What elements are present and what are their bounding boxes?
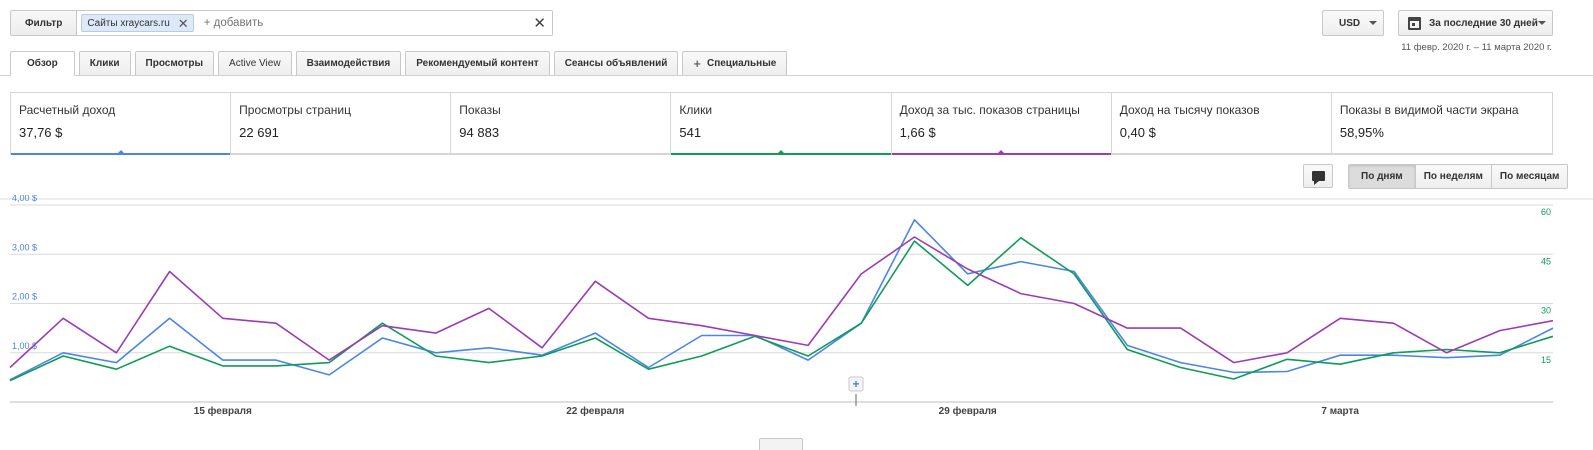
scorecard-value: 1,66 $	[899, 125, 936, 140]
scorecard-label: Клики	[679, 103, 713, 117]
annotation-marker[interactable]	[848, 376, 864, 392]
chevron-down-icon	[1369, 21, 1377, 25]
scorecard-series-line	[671, 150, 891, 155]
x-tick-label: 15 февраля	[194, 405, 252, 417]
clear-filter-icon[interactable]: ✕	[533, 15, 546, 32]
tab-recommended-content[interactable]: Рекомендуемый контент	[405, 51, 550, 75]
filter-button[interactable]: Фильтр	[11, 11, 78, 35]
scorecard-value: 0,40 $	[1119, 125, 1156, 140]
tab-interactions[interactable]: Взаимодействия	[295, 51, 402, 75]
filter-chip-label: Сайты xraycars.ru	[87, 17, 170, 29]
scorecard-label: Просмотры страниц	[239, 103, 351, 117]
tab-views[interactable]: Просмотры	[134, 51, 215, 75]
tab-ad-sessions[interactable]: Сеансы объявлений	[553, 51, 679, 75]
scorecard-clicks[interactable]: Клики 541	[671, 93, 892, 155]
y-right-tick-label: 30	[1541, 306, 1551, 316]
filter-chip-site[interactable]: Сайты xraycars.ru ✕	[81, 14, 194, 32]
x-tick-label: 29 февраля	[939, 405, 997, 417]
scorecard-notch	[776, 150, 785, 154]
y-right-tick-label: 45	[1541, 256, 1551, 266]
chevron-down-icon	[1538, 21, 1546, 25]
scorecard-series-line	[11, 150, 231, 155]
scorecard-page-rpm[interactable]: Доход за тыс. показов страницы 1,66 $	[891, 93, 1112, 155]
x-tick-label: 7 марта	[1321, 406, 1359, 417]
y-left-tick-label: 1,00 $	[12, 341, 37, 351]
scorecard-estimated-earnings[interactable]: Расчетный доход 37,76 $	[11, 93, 232, 155]
plus-icon: +	[852, 377, 859, 391]
series-line-1	[9, 236, 1554, 382]
scorecard-series-line	[891, 150, 1111, 155]
panel-expand-handle[interactable]	[759, 438, 803, 450]
x-tick-label: 22 февраля	[566, 405, 624, 417]
granularity-monthly-button[interactable]: По месяцам	[1491, 165, 1568, 188]
date-range-label: За последние 30 дней	[1429, 17, 1538, 29]
tab-custom-label: Специальные	[706, 58, 777, 69]
scorecard-value: 58,95%	[1339, 125, 1384, 140]
granularity-daily-button[interactable]: По дням	[1349, 165, 1416, 188]
y-right-tick-label: 60	[1541, 207, 1551, 217]
scorecard-impression-rpm[interactable]: Доход на тысячу показов 0,40 $	[1111, 93, 1332, 154]
scorecard-label: Показы в видимой части экрана	[1339, 103, 1519, 117]
scorecard-impressions[interactable]: Показы 94 883	[451, 93, 672, 154]
scorecard-notch	[997, 150, 1006, 154]
filter-add-input[interactable]	[203, 17, 504, 29]
series-line-2	[9, 236, 1554, 369]
annotation-button[interactable]	[1303, 164, 1333, 188]
scorecard-page-views[interactable]: Просмотры страниц 22 691	[231, 93, 452, 154]
granularity-toggle: По дням По неделям По месяцам	[1348, 164, 1569, 189]
scorecard-value: 94 883	[459, 125, 500, 140]
comment-icon	[1312, 171, 1325, 185]
tab-clicks[interactable]: Клики	[78, 51, 131, 75]
scorecard-label: Доход за тыс. показов страницы	[899, 103, 1080, 117]
line-chart: 1,00 $ 15 2,00 $ 30 3,00 $ 45 4,00 $ 60 15 февра…	[0, 195, 1593, 417]
series-line-0	[9, 218, 1554, 381]
scorecard-label: Показы	[459, 103, 501, 117]
tab-custom[interactable]: + Специальные	[682, 51, 788, 75]
scorecard-viewability[interactable]: Показы в видимой части экрана 58,95%	[1331, 93, 1552, 154]
report-tabs: Обзор Клики Просмотры Active View Взаимо…	[10, 51, 791, 76]
date-range-select[interactable]: За последние 30 дней	[1398, 10, 1553, 36]
currency-value: USD	[1339, 17, 1361, 29]
plus-icon: +	[693, 56, 701, 71]
close-icon[interactable]: ✕	[177, 15, 189, 31]
tab-active-view[interactable]: Active View	[218, 51, 292, 75]
scorecard-notch	[116, 150, 125, 154]
granularity-weekly-button[interactable]: По неделям	[1415, 165, 1492, 188]
currency-select[interactable]: USD	[1322, 10, 1384, 36]
scorecard-value: 37,76 $	[19, 125, 63, 140]
calendar-icon	[1408, 17, 1421, 30]
y-left-tick-label: 4,00 $	[12, 195, 37, 203]
scorecard-value: 541	[679, 125, 702, 140]
tab-overview[interactable]: Обзор	[10, 51, 75, 76]
scorecard-value: 22 691	[239, 125, 279, 140]
scorecard-label: Расчетный доход	[19, 103, 116, 117]
y-left-tick-label: 2,00 $	[12, 292, 37, 302]
y-right-tick-label: 15	[1541, 355, 1551, 365]
filter-bar: Фильтр Сайты xraycars.ru ✕ ✕	[10, 10, 553, 36]
scorecards: Расчетный доход 37,76 $ Просмотры страни…	[10, 92, 1553, 155]
date-range-subtitle: 11 февр. 2020 г. – 11 марта 2020 г.	[1401, 42, 1552, 53]
scorecard-label: Доход на тысячу показов	[1119, 103, 1260, 117]
y-left-tick-label: 3,00 $	[12, 242, 37, 252]
tabs-divider	[0, 75, 1593, 76]
